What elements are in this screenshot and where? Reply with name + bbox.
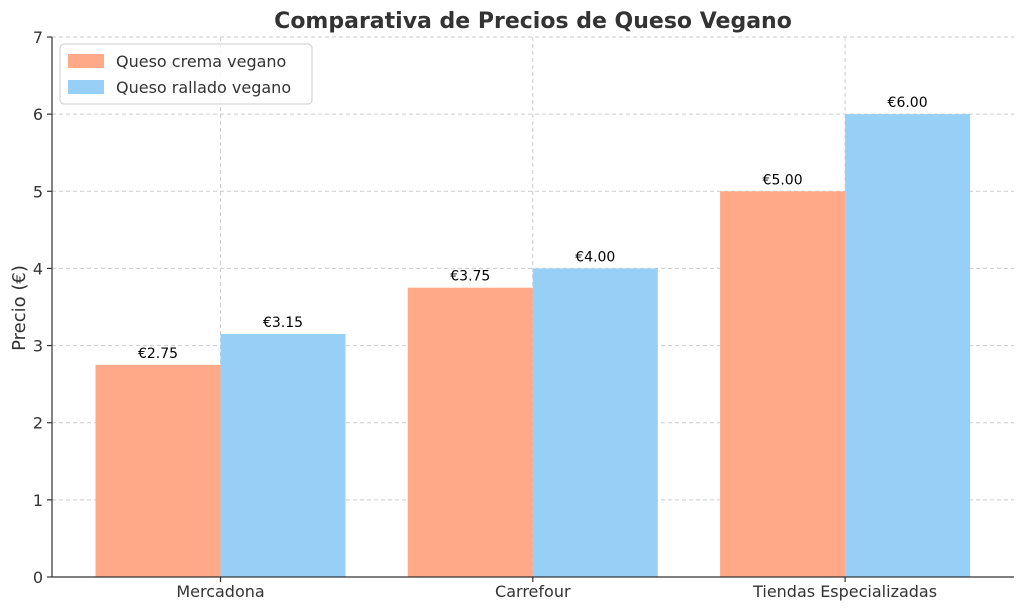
legend-label: Queso rallado vegano [116, 78, 291, 97]
x-tick-label: Mercadona [176, 582, 264, 601]
bar [845, 114, 971, 578]
legend-box [59, 43, 313, 105]
y-tick-label: 2 [33, 414, 43, 433]
x-tick-label: Tiendas Especializadas [752, 582, 937, 601]
legend-swatch [68, 80, 104, 94]
bar-value-label: €6.00 [888, 95, 928, 111]
bar-value-label: €2.75 [138, 346, 178, 362]
chart-title: Comparativa de Precios de Queso Vegano [274, 9, 792, 34]
y-tick-label: 5 [33, 182, 43, 201]
y-tick-label: 3 [33, 337, 43, 356]
legend: Queso crema vegano Queso rallado vegano [59, 43, 313, 105]
bar [220, 334, 346, 577]
y-tick-label: 0 [33, 568, 43, 587]
y-axis-label: Precio (€) [9, 265, 30, 351]
bar [720, 191, 846, 578]
y-tick-label: 6 [33, 105, 43, 124]
bar [532, 268, 658, 577]
y-tick-label: 4 [33, 259, 43, 278]
bar-value-label: €5.00 [763, 172, 803, 188]
y-tick-label: 1 [33, 491, 43, 510]
bar [407, 287, 533, 577]
y-tick-label: 7 [33, 28, 43, 47]
bars [95, 114, 971, 578]
legend-label: Queso crema vegano [116, 52, 286, 71]
legend-swatch [68, 54, 104, 68]
bar-value-label: €3.15 [263, 315, 303, 331]
bar-value-label: €3.75 [450, 269, 490, 285]
data-labels: €2.75 €3.75 €5.00 €3.15 €4.00 €6.00 [138, 95, 928, 362]
x-tick-label: Carrefour [495, 582, 571, 601]
bar-value-label: €4.00 [575, 249, 615, 265]
x-ticks: Mercadona Carrefour Tiendas Especializadas [176, 577, 937, 601]
y-ticks: 0 1 2 3 4 5 6 7 [33, 28, 52, 587]
bar [95, 364, 221, 577]
